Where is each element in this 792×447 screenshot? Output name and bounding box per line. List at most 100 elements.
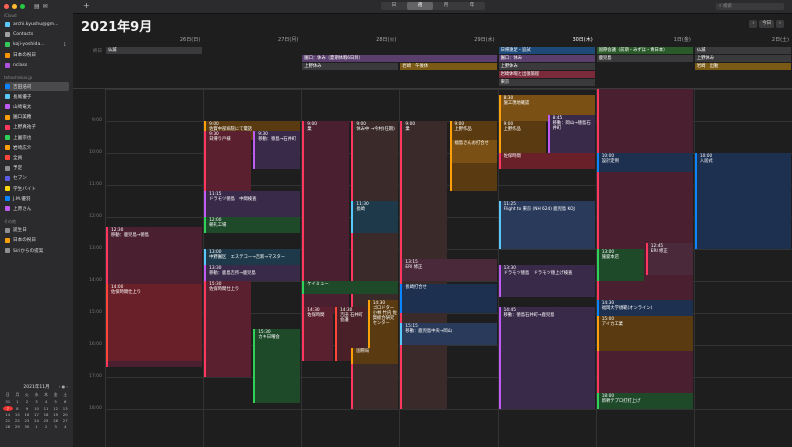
prev-week-button[interactable]: ‹: [749, 20, 758, 28]
all-day-event[interactable]: 上野休み: [694, 55, 791, 62]
calendar-event[interactable]: 14:30 佐保時間: [302, 306, 333, 361]
mini-day[interactable]: 28: [5, 424, 11, 430]
mini-day[interactable]: 26: [53, 418, 59, 424]
all-day-event[interactable]: 岩崎休暇と出張旅程: [498, 71, 595, 78]
mini-day[interactable]: 14: [5, 411, 11, 417]
mini-day[interactable]: 1: [16, 399, 19, 405]
sidebar-calendar-item[interactable]: 誕生日: [5, 226, 69, 235]
calendar-event[interactable]: 14:00 佐保時間仕上り: [106, 284, 203, 361]
mini-day[interactable]: 10: [34, 405, 39, 411]
calendar-event[interactable]: 14:45 移動：徳島石井町→鹿児島: [498, 306, 595, 409]
checkbox-icon[interactable]: [5, 114, 10, 120]
checkbox-icon[interactable]: [5, 62, 10, 68]
mini-day[interactable]: 21: [5, 418, 11, 424]
close-window-icon[interactable]: [4, 4, 9, 9]
mini-day[interactable]: 17: [34, 411, 39, 417]
view-tab[interactable]: 年: [469, 3, 475, 8]
mini-day[interactable]: 4: [44, 399, 48, 405]
calendar-event[interactable]: 佐保時間: [498, 153, 595, 169]
mini-day[interactable]: 22: [14, 418, 20, 424]
all-day-event[interactable]: 園口：休み: [498, 55, 595, 62]
sidebar-calendar-item[interactable]: 全員: [5, 153, 69, 162]
view-tab[interactable]: 週: [407, 2, 433, 10]
calendar-event[interactable]: 10:00 設計定例: [596, 153, 693, 173]
sidebar-calendar-item[interactable]: 岩崎広介: [5, 143, 69, 152]
checkbox-icon[interactable]: [5, 248, 10, 253]
checkbox-icon[interactable]: [5, 124, 10, 130]
calendar-event[interactable]: 13:00 中野園区 エステコー→吉新→マスター: [204, 249, 301, 269]
all-day-event[interactable]: 日帰遠足・追試: [498, 47, 595, 54]
mini-day[interactable]: 20: [62, 411, 68, 417]
view-tab[interactable]: 日: [391, 3, 397, 8]
calendar-event[interactable]: 15:00 アイカ工業: [596, 316, 693, 352]
checkbox-icon[interactable]: [5, 32, 10, 38]
mini-day[interactable]: 16: [24, 411, 30, 417]
all-day-event[interactable]: 国際会議（前期・みずほ・青日本）: [596, 47, 693, 54]
calendar-event[interactable]: 13:30 ドラモツ徳島 ドラモツ徳上げ検査: [498, 265, 595, 297]
all-day-event[interactable]: 岩崎 出勤: [694, 63, 791, 70]
checkbox-icon[interactable]: [5, 145, 10, 151]
calendar-event[interactable]: 12:45 ERI 修正: [645, 242, 693, 275]
calendar-event[interactable]: 13:15 ERI 修正: [400, 258, 497, 281]
calendar-event[interactable]: 9:30 日帰り戸様: [204, 130, 252, 192]
checkbox-icon[interactable]: [5, 155, 10, 161]
calendar-event[interactable]: 9:00 休み中 →今村(任期): [351, 121, 399, 409]
mini-day[interactable]: 30: [24, 424, 30, 430]
calendar-event[interactable]: 18:00 新幹テプロ打打上げ: [596, 393, 693, 409]
mini-day[interactable]: 19: [53, 411, 59, 417]
checkbox-icon[interactable]: [5, 135, 10, 140]
calendar-event[interactable]: 15:15 移動：鹿児島中央→岡山: [400, 322, 497, 345]
calendar-event[interactable]: 14:30 吉田 石井町会議: [335, 306, 366, 361]
next-week-button[interactable]: ›: [776, 20, 784, 28]
today-button[interactable]: 今日: [759, 20, 775, 28]
mini-day[interactable]: 6: [63, 399, 67, 405]
checkbox-icon[interactable]: [5, 94, 10, 100]
sidebar-calendar-item[interactable]: 日本の祝日: [5, 236, 69, 245]
sidebar-calendar-item[interactable]: 日本の祝日: [5, 51, 69, 60]
checkbox-icon[interactable]: [5, 196, 10, 202]
calendar-event[interactable]: 9:30 移動：徳島→石井町: [253, 130, 301, 169]
sidebar-calendar-item[interactable]: セブン: [5, 174, 69, 183]
mini-day[interactable]: 2: [25, 399, 29, 405]
mini-day[interactable]: 11: [43, 405, 49, 411]
calendar-event[interactable]: 11:25 Flight to 東京 (NH 624) 鹿児島 KOJ: [498, 201, 595, 249]
all-day-event[interactable]: 仏滅: [694, 47, 791, 54]
zoom-window-icon[interactable]: [20, 4, 25, 9]
calendar-event[interactable]: 11:30 長崎: [351, 201, 399, 233]
mini-day[interactable]: 3: [54, 424, 57, 430]
sidebar-calendar-item[interactable]: 山崎竜太: [5, 102, 69, 111]
sidebar-calendar-item[interactable]: 上野真祐子: [5, 123, 69, 132]
all-day-event[interactable]: 東京: [498, 79, 595, 86]
search-field[interactable]: ⌕ 検索: [716, 3, 784, 10]
sidebar-calendar-item[interactable]: koji-yoshida... 1: [5, 40, 69, 49]
sidebar-calendar-item[interactable]: archi.kyushu@gm...: [5, 20, 69, 29]
minimize-window-icon[interactable]: [12, 4, 17, 9]
all-day-event[interactable]: 岩崎 午後休: [400, 63, 497, 70]
checkbox-icon[interactable]: [5, 175, 10, 181]
checkbox-icon[interactable]: [5, 22, 10, 27]
calendar-event[interactable]: 15:30 佐保時間仕上り: [204, 281, 252, 377]
calendar-event[interactable]: 福島さんお打合せ: [449, 140, 497, 163]
sidebar-calendar-item[interactable]: nclass: [5, 61, 69, 70]
mini-day[interactable]: 25: [43, 418, 49, 424]
sidebar-calendar-item[interactable]: 予定: [5, 164, 69, 173]
checkbox-icon[interactable]: [5, 165, 10, 171]
calendar-event[interactable]: ケイミュー: [302, 281, 399, 294]
all-day-event[interactable]: 鹿児島: [596, 55, 693, 62]
calendar-event[interactable]: 11:15 ドラモツ徳島 中間検査: [204, 191, 301, 217]
day-header[interactable]: 27日(月): [278, 37, 299, 43]
sidebar-calendar-item[interactable]: 上原さん: [5, 204, 69, 213]
all-day-event[interactable]: 園口：休み（夏期休暇6日目）: [302, 55, 497, 62]
calendar-event[interactable]: 国際局: [351, 348, 399, 365]
day-header[interactable]: 1日(金): [673, 37, 691, 43]
mini-day[interactable]: 24: [34, 418, 39, 424]
checkbox-icon[interactable]: [5, 104, 10, 110]
day-header[interactable]: 28日(火): [376, 37, 397, 43]
checkbox-icon[interactable]: [5, 186, 10, 191]
mini-day[interactable]: 31: [5, 399, 11, 405]
view-tab[interactable]: 月: [443, 3, 449, 8]
mini-day[interactable]: 5: [54, 399, 57, 405]
checkbox-icon[interactable]: [5, 42, 10, 48]
checkbox-icon[interactable]: [5, 237, 10, 243]
calendar-event[interactable]: 12:00 朝礼工場: [204, 217, 301, 233]
